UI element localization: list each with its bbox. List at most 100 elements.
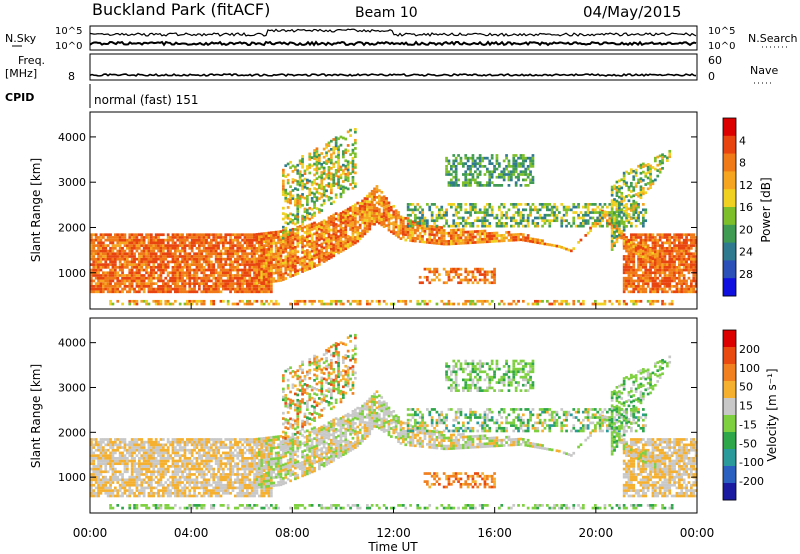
power-cell	[512, 219, 516, 223]
power-cell	[397, 230, 400, 233]
power-cell	[524, 236, 528, 240]
power-cell	[128, 282, 132, 285]
power-cell	[519, 213, 523, 217]
power-cell	[632, 250, 636, 254]
power-cell	[553, 211, 556, 214]
power-cell	[195, 276, 199, 280]
power-cell	[462, 228, 465, 231]
power-cell	[378, 194, 381, 198]
power-cell	[106, 274, 110, 277]
power-cell	[637, 213, 640, 217]
power-cell	[378, 189, 381, 192]
power-cell	[459, 216, 463, 220]
power-cell	[166, 249, 170, 253]
power-cell	[622, 236, 626, 239]
power-cell	[344, 230, 348, 234]
power-cell	[224, 257, 228, 261]
power-cell	[459, 203, 463, 206]
power-cell	[334, 247, 338, 251]
power-cell	[178, 287, 182, 291]
power-cell	[301, 155, 304, 158]
power-cell	[469, 222, 472, 225]
power-cell	[486, 232, 489, 235]
power-cell	[334, 228, 338, 232]
power-cell	[147, 265, 151, 269]
power-cell	[241, 263, 244, 266]
power-cell	[675, 252, 679, 256]
power-cell	[152, 268, 156, 272]
power-cell	[334, 160, 338, 164]
power-cell	[447, 181, 451, 185]
power-cell	[622, 239, 626, 243]
noise-left-tick-top: 10^5	[55, 26, 82, 37]
power-cell	[687, 255, 691, 258]
power-cell	[469, 184, 472, 187]
power-cell	[147, 257, 151, 261]
power-cell	[214, 241, 218, 245]
power-cell	[282, 261, 285, 265]
power-cell	[363, 224, 367, 228]
power-cell	[332, 299, 336, 303]
power-cell	[181, 236, 184, 239]
power-cell	[306, 197, 309, 201]
power-cell	[315, 182, 319, 186]
power-cell	[315, 177, 319, 181]
power-cell	[687, 252, 691, 256]
power-cell	[666, 290, 669, 294]
power-cell	[505, 164, 508, 168]
power-cell	[356, 212, 360, 216]
power-cell	[164, 268, 168, 272]
power-cell	[464, 302, 468, 306]
power-cell	[344, 172, 348, 176]
power-cell	[651, 238, 655, 242]
power-cell	[330, 158, 333, 162]
power-cell	[570, 249, 573, 253]
power-cell	[658, 282, 662, 285]
power-cell	[92, 252, 96, 256]
power-cell	[186, 252, 189, 256]
power-cell	[694, 276, 698, 280]
power-cell	[378, 219, 381, 222]
power-cell	[219, 284, 223, 288]
power-cell	[272, 231, 276, 234]
power-cell	[466, 178, 470, 182]
power-cell	[327, 243, 331, 247]
power-cell	[639, 265, 643, 269]
power-cell	[438, 208, 441, 212]
power-cell	[111, 265, 115, 269]
power-cell	[452, 222, 456, 225]
power-cell	[250, 265, 254, 269]
power-cell	[265, 242, 268, 246]
power-cell	[692, 284, 696, 288]
power-cell	[174, 255, 177, 258]
power-cell	[476, 156, 480, 160]
power-cell	[202, 276, 206, 280]
power-cell	[514, 164, 518, 168]
power-cell	[474, 164, 477, 168]
power-cell	[675, 249, 679, 253]
power-cell	[301, 174, 304, 177]
power-cell	[202, 233, 206, 237]
power-cell	[241, 276, 244, 280]
power-cell	[649, 233, 652, 237]
power-cell	[150, 257, 153, 261]
power-cell	[286, 200, 290, 204]
power-cell	[315, 231, 319, 235]
power-cell	[346, 165, 350, 169]
power-cell	[538, 203, 542, 206]
power-cell	[116, 244, 120, 247]
power-cell	[486, 184, 489, 187]
power-cell	[250, 257, 254, 261]
power-cell	[632, 263, 636, 266]
power-cell	[222, 279, 225, 283]
power-cell	[486, 273, 489, 276]
power-cell	[253, 252, 256, 256]
power-cell	[546, 213, 549, 217]
power-cell	[284, 266, 288, 269]
power-cell	[586, 222, 590, 225]
power-cell	[349, 219, 352, 223]
power-cell	[243, 282, 247, 285]
power-cell	[138, 284, 141, 288]
power-cell	[483, 164, 487, 168]
power-cell	[267, 242, 271, 246]
